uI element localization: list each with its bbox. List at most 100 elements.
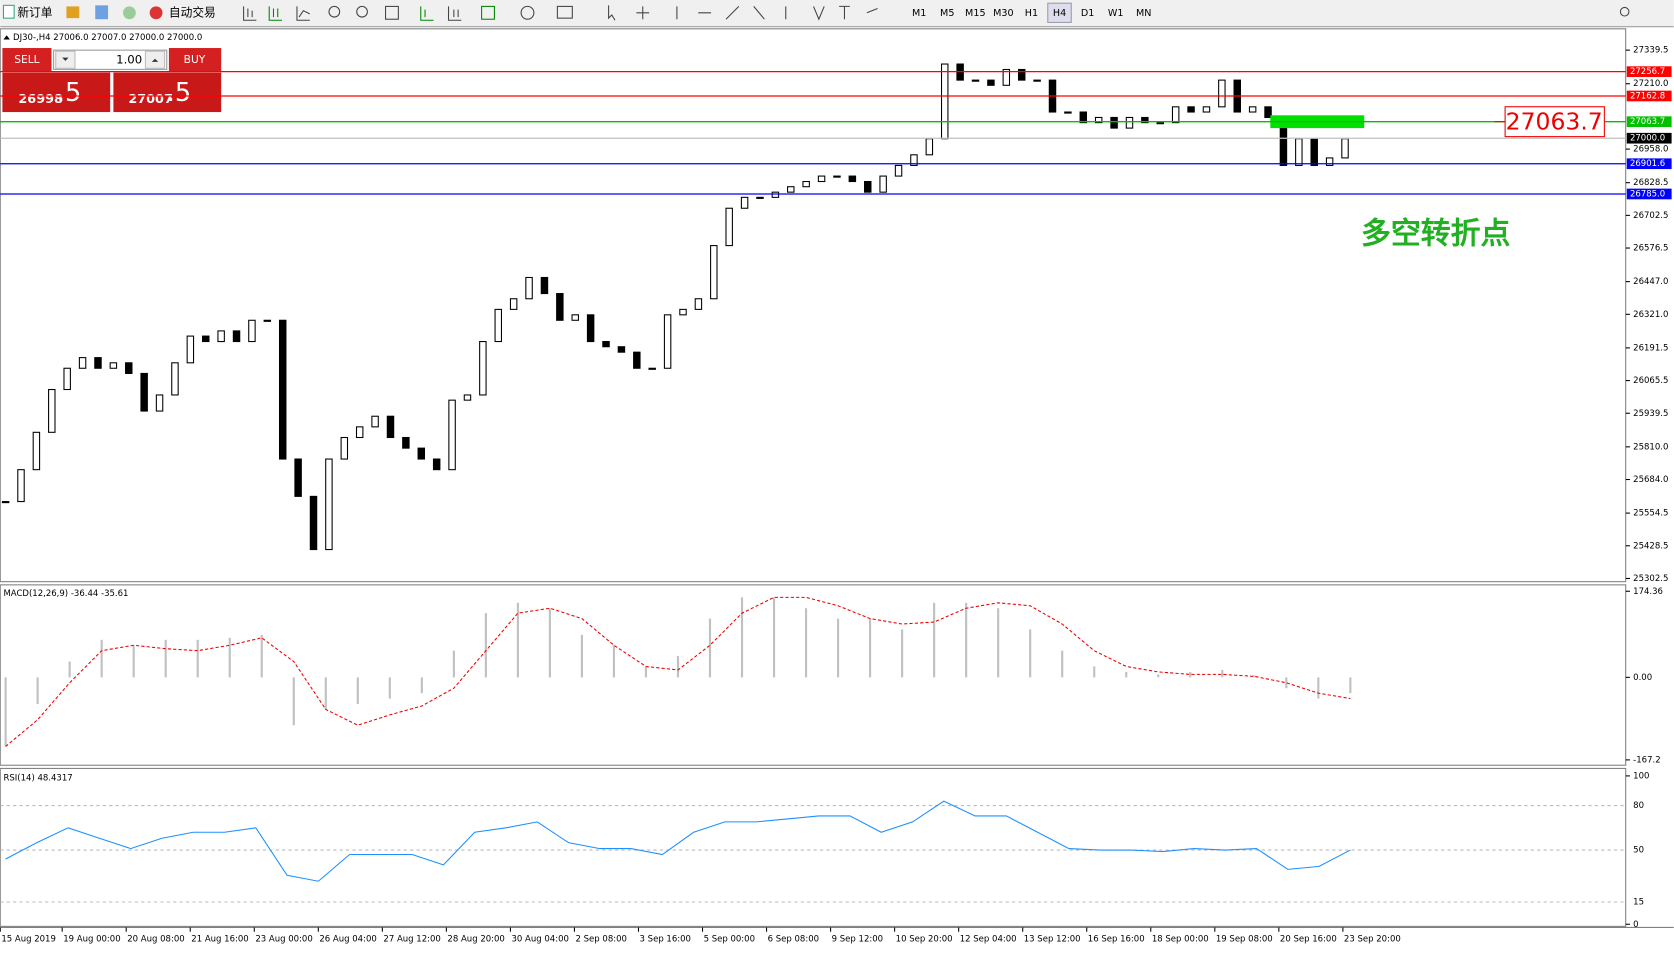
lot-value: 1.00 xyxy=(116,52,142,66)
y-tick-label: 50 xyxy=(1633,846,1644,856)
timeframe-button[interactable]: H4 xyxy=(1053,8,1066,19)
buy-price-box[interactable] xyxy=(113,72,222,113)
auto-trading-label: 自动交易 xyxy=(169,5,216,19)
candle xyxy=(1,501,10,504)
macd-bar xyxy=(1093,666,1096,678)
candle xyxy=(217,330,225,343)
candle xyxy=(325,458,333,551)
candle xyxy=(1325,157,1334,166)
level-label: 27162.8 xyxy=(1630,91,1665,101)
candle xyxy=(186,335,195,364)
level-label-box xyxy=(1626,158,1672,170)
candle xyxy=(494,308,502,343)
lot-field[interactable] xyxy=(53,49,168,70)
macd-label: MACD(12,26,9) -36.44 -35.61 xyxy=(3,589,128,599)
toolbar-icons[interactable] xyxy=(243,5,1630,21)
icon[interactable] xyxy=(268,6,283,21)
macd-bar xyxy=(196,639,199,678)
macd-bar xyxy=(228,637,231,678)
candle xyxy=(1110,116,1118,129)
candle xyxy=(1202,106,1211,113)
icon[interactable] xyxy=(556,5,573,19)
macd-bar xyxy=(1285,677,1288,689)
candle xyxy=(371,415,379,428)
candle xyxy=(694,298,703,310)
timeframe-button[interactable]: M5 xyxy=(940,8,954,19)
icon[interactable] xyxy=(123,6,136,20)
icon[interactable] xyxy=(385,5,399,20)
candle xyxy=(1156,122,1165,125)
sell-label: SELL xyxy=(14,53,39,66)
candle xyxy=(340,436,349,460)
macd-bar xyxy=(997,608,1000,678)
y-tick-label: -167.2 xyxy=(1633,755,1660,765)
macd-bar xyxy=(676,656,680,678)
sell-button[interactable] xyxy=(2,48,52,72)
candle xyxy=(679,308,687,316)
timeframe-button[interactable]: W1 xyxy=(1108,8,1124,19)
rsi-line xyxy=(5,800,1351,882)
buy-label: BUY xyxy=(184,53,206,66)
x-tick-label: 20 Aug 08:00 xyxy=(127,935,184,945)
candle xyxy=(48,388,56,433)
macd-bar xyxy=(580,634,583,678)
candle xyxy=(155,394,164,412)
timeframe-button[interactable]: M15 xyxy=(965,8,986,19)
icon[interactable] xyxy=(447,6,462,21)
new-order-button[interactable]: 新订单 xyxy=(2,4,53,19)
search-icon[interactable] xyxy=(1619,6,1630,17)
candle xyxy=(202,335,210,343)
macd-bar xyxy=(965,602,968,678)
icon[interactable] xyxy=(95,5,109,20)
macd-bar xyxy=(164,639,167,678)
x-tick-label: 28 Aug 20:00 xyxy=(447,935,504,945)
symbol-info: DJ30-,H4 27006.0 27007.0 27000.0 27000.0 xyxy=(13,33,202,43)
timeframe-button[interactable]: M30 xyxy=(993,8,1014,19)
y-tick-label: 0.00 xyxy=(1633,673,1652,683)
y-tick-label: 100 xyxy=(1633,771,1649,781)
macd-bar xyxy=(36,677,39,705)
candle xyxy=(263,319,272,322)
auto-trading-button[interactable]: 自动交易 xyxy=(149,5,216,19)
buy-button[interactable] xyxy=(168,48,222,72)
icon[interactable] xyxy=(328,5,341,18)
icon[interactable] xyxy=(66,6,80,19)
timeframe-button[interactable]: M1 xyxy=(912,8,926,19)
macd-bar xyxy=(484,613,487,678)
x-tick-label: 18 Sep 00:00 xyxy=(1152,935,1209,945)
icon[interactable] xyxy=(420,6,434,21)
icon[interactable] xyxy=(243,6,257,21)
timeframe-button[interactable]: H1 xyxy=(1025,8,1038,19)
timeframe-button[interactable]: MN xyxy=(1136,8,1151,19)
icon[interactable] xyxy=(520,5,535,20)
sell-price-box[interactable] xyxy=(2,72,111,113)
macd-bar xyxy=(1061,650,1064,678)
candle xyxy=(1033,79,1041,82)
candle xyxy=(894,164,903,177)
x-tick-label: 30 Aug 04:00 xyxy=(511,935,568,945)
candle xyxy=(171,362,179,396)
y-tick-label: 15 xyxy=(1633,897,1644,907)
icon[interactable] xyxy=(481,5,495,20)
macd-bar xyxy=(1221,669,1224,678)
candle xyxy=(540,276,549,295)
y-tick-label: 26958.0 xyxy=(1633,145,1668,155)
candle xyxy=(248,319,256,343)
candle xyxy=(1017,68,1026,81)
candle xyxy=(756,196,764,199)
icon[interactable] xyxy=(356,5,368,18)
candle xyxy=(571,314,579,321)
macd-bar xyxy=(1349,677,1352,694)
candle xyxy=(1094,116,1103,124)
candle xyxy=(1079,111,1088,124)
y-tick-label: 26191.5 xyxy=(1633,343,1668,353)
icon[interactable] xyxy=(296,6,311,21)
timeframe-button[interactable]: D1 xyxy=(1081,8,1094,19)
y-tick-label: 26702.5 xyxy=(1633,211,1668,221)
candle xyxy=(525,276,533,300)
level-label-box xyxy=(1626,132,1672,144)
candle xyxy=(309,495,318,551)
icon[interactable] xyxy=(608,5,878,21)
candle xyxy=(355,426,364,439)
